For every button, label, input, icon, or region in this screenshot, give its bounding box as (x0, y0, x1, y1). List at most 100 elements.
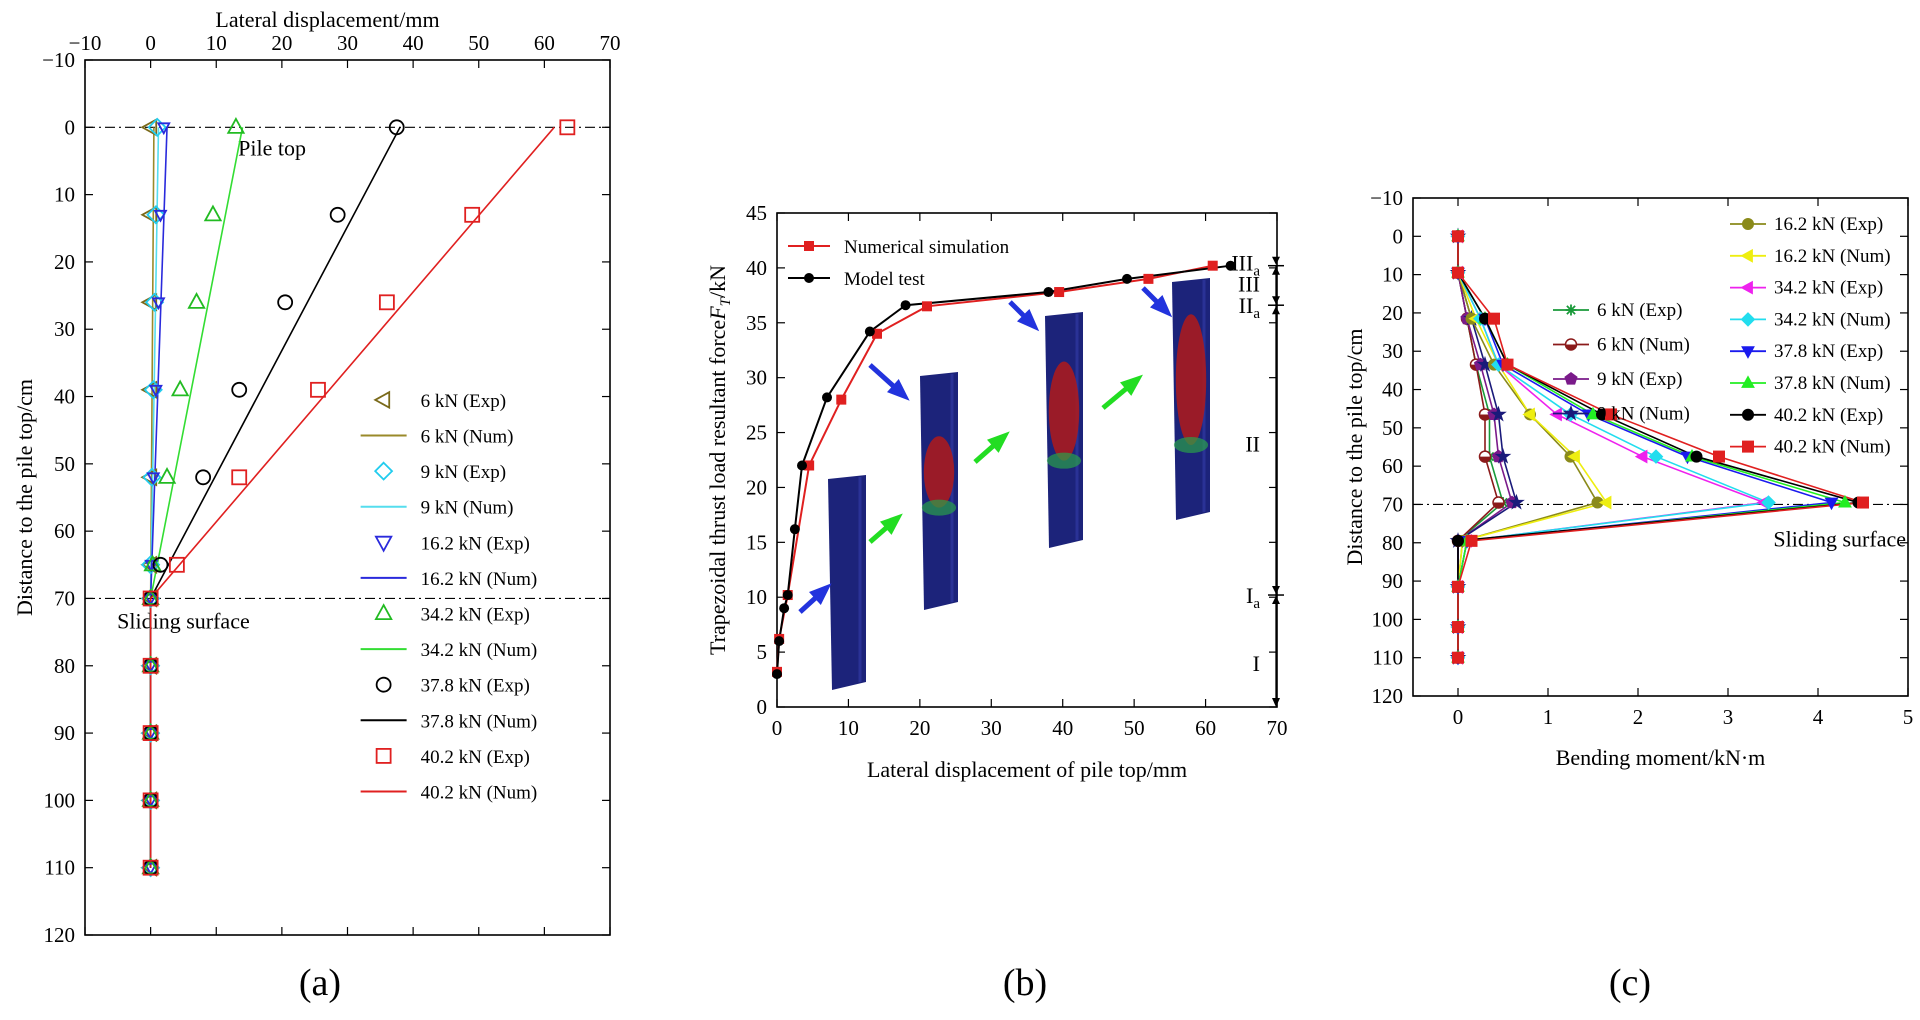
x-tick-label: 3 (1723, 705, 1734, 729)
data-point (772, 669, 782, 680)
y-tick-label: 20 (54, 250, 75, 274)
data-point (1648, 449, 1664, 464)
data-point (1452, 230, 1464, 243)
y-tick-label: 20 (746, 475, 767, 499)
legend-entry: 9 kN (Num) (421, 498, 514, 519)
data-point (1838, 494, 1852, 508)
arrow-head (987, 431, 1010, 453)
legend-entry: 6 kN (Exp) (421, 391, 506, 412)
y-tick-label: 120 (44, 923, 76, 947)
data-point (1761, 495, 1776, 510)
stage-label-sub: a (1253, 306, 1260, 322)
legend-marker (373, 390, 391, 410)
panel-label: (c) (1609, 962, 1651, 1004)
y-tick-label: 10 (746, 585, 767, 609)
data-point (464, 206, 481, 223)
arrow-icon (973, 431, 1010, 464)
y-tick-label: 90 (54, 721, 75, 745)
data-point (143, 660, 158, 674)
y-tick-label: 40 (746, 256, 767, 280)
data-point (157, 467, 177, 484)
stage-label-main: III (1238, 271, 1260, 296)
legend-entry: 34.2 kN (Exp) (421, 605, 530, 626)
stage-label-main: I (1246, 583, 1253, 608)
y-tick-label: −10 (42, 48, 75, 72)
sliding-surface-label: Sliding surface (117, 608, 250, 633)
y-tick-label: 120 (1372, 684, 1404, 708)
data-point (1452, 266, 1464, 279)
pile-illustration (828, 475, 866, 690)
data-point (143, 862, 158, 876)
panel-b-frame (776, 212, 1278, 708)
arrow-head (809, 583, 832, 605)
legend-entry: 9 kN (Num) (1597, 404, 1690, 425)
panel-a: −10 0 10 20 30 40 50 60 70 −10 0 10 20 30 40 50 60 70 80 90… (12, 7, 621, 1004)
stage-label: Ia (1246, 583, 1260, 612)
y-tick-label: 5 (757, 640, 768, 664)
y-tick-label: 45 (746, 201, 767, 225)
data-point (156, 122, 171, 136)
data-point (231, 469, 248, 486)
x-tick-label: 70 (600, 31, 621, 55)
x-tick-label: 0 (1453, 705, 1464, 729)
data-point-fill (1479, 456, 1491, 463)
data-point (1598, 495, 1612, 510)
data-point (142, 657, 159, 674)
stage-arrowhead (1272, 306, 1280, 315)
arrow-head (887, 379, 910, 401)
legend-entry: 34.2 kN (Exp) (1774, 278, 1883, 299)
data-point (1857, 496, 1869, 509)
data-point (142, 725, 159, 741)
sliding-surface-label: Sliding surface (1773, 526, 1906, 551)
y-tick-label: 50 (1382, 416, 1403, 440)
data-point (782, 590, 793, 601)
legend-entry: 34.2 kN (Num) (1774, 309, 1891, 330)
data-point (141, 857, 160, 875)
data-point (1634, 449, 1648, 464)
x-tick-label: −10 (69, 31, 102, 55)
stage-label-main: III (1231, 250, 1253, 275)
x-tick-label: 1 (1543, 705, 1554, 729)
y-tick-label: 40 (54, 385, 75, 409)
legend-entry: 40.2 kN (Num) (421, 783, 538, 804)
damage-zone (1048, 361, 1080, 461)
data-point (141, 790, 160, 807)
data-point (168, 556, 185, 573)
stage-label-sub: a (1253, 596, 1260, 612)
data-point (1207, 260, 1218, 271)
data-point (310, 381, 326, 398)
data-point (1043, 287, 1054, 298)
series-line (149, 127, 244, 868)
data-point (141, 588, 160, 605)
data-point (140, 293, 158, 312)
damage-fringe (1046, 452, 1082, 469)
stage-label: III (1238, 271, 1260, 296)
data-point (1452, 534, 1464, 547)
legend-marker (1564, 338, 1578, 351)
y-tick-label: 10 (1382, 263, 1403, 287)
x-axis-title: Bending moment/kN·m (1556, 745, 1766, 770)
stage-label: IIIa (1231, 250, 1260, 279)
stage-arrowhead (1272, 296, 1280, 305)
x-tick-label: 10 (838, 716, 859, 740)
legend-entry: 16.2 kN (Exp) (1774, 214, 1883, 235)
data-point (143, 795, 158, 809)
arrow-head (1150, 295, 1173, 318)
panel-b: 0 10 20 30 40 50 60 70 0 5 10 15 20 25 30 35 40 45 Lateral… (705, 201, 1288, 1004)
legend-marker (1742, 218, 1754, 230)
y-tick-label: 0 (757, 695, 768, 719)
data-point (144, 292, 165, 312)
y-tick-label: −10 (1370, 186, 1403, 210)
data-point (1054, 287, 1065, 298)
y-axis-title-symbol: F (705, 306, 730, 321)
data-point (1452, 651, 1464, 664)
pile-illustration (1045, 312, 1083, 548)
data-point (559, 119, 576, 136)
legend-marker-fill (1565, 344, 1577, 350)
y-tick-label: 50 (54, 452, 75, 476)
data-point (141, 655, 160, 673)
data-point (900, 300, 911, 311)
data-point (152, 556, 169, 573)
data-point (1478, 450, 1492, 463)
